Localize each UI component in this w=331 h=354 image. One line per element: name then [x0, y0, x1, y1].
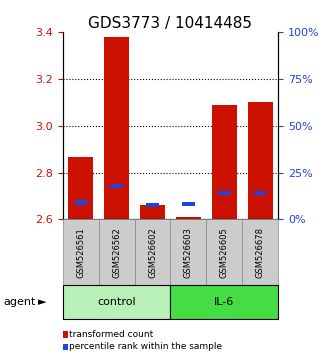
- Text: control: control: [97, 297, 136, 307]
- Bar: [254, 191, 266, 195]
- Text: percentile rank within the sample: percentile rank within the sample: [70, 342, 222, 352]
- Bar: [182, 202, 195, 206]
- Text: GSM526561: GSM526561: [76, 227, 85, 278]
- Bar: [218, 191, 230, 195]
- Bar: [248, 102, 273, 219]
- Text: agent: agent: [3, 297, 36, 307]
- Bar: [111, 184, 123, 188]
- Title: GDS3773 / 10414485: GDS3773 / 10414485: [88, 16, 253, 31]
- Bar: [140, 205, 165, 219]
- Text: GSM526602: GSM526602: [148, 227, 157, 278]
- Text: transformed count: transformed count: [70, 330, 154, 339]
- Bar: [104, 36, 129, 219]
- Bar: [176, 217, 201, 219]
- Bar: [212, 104, 237, 219]
- Bar: [68, 157, 93, 219]
- Bar: [74, 200, 87, 205]
- Text: IL-6: IL-6: [214, 297, 234, 307]
- Text: GSM526605: GSM526605: [220, 227, 229, 278]
- Bar: [146, 203, 159, 207]
- Text: GSM526562: GSM526562: [112, 227, 121, 278]
- Text: ►: ►: [38, 297, 47, 307]
- Text: GSM526678: GSM526678: [256, 227, 264, 278]
- Text: GSM526603: GSM526603: [184, 227, 193, 278]
